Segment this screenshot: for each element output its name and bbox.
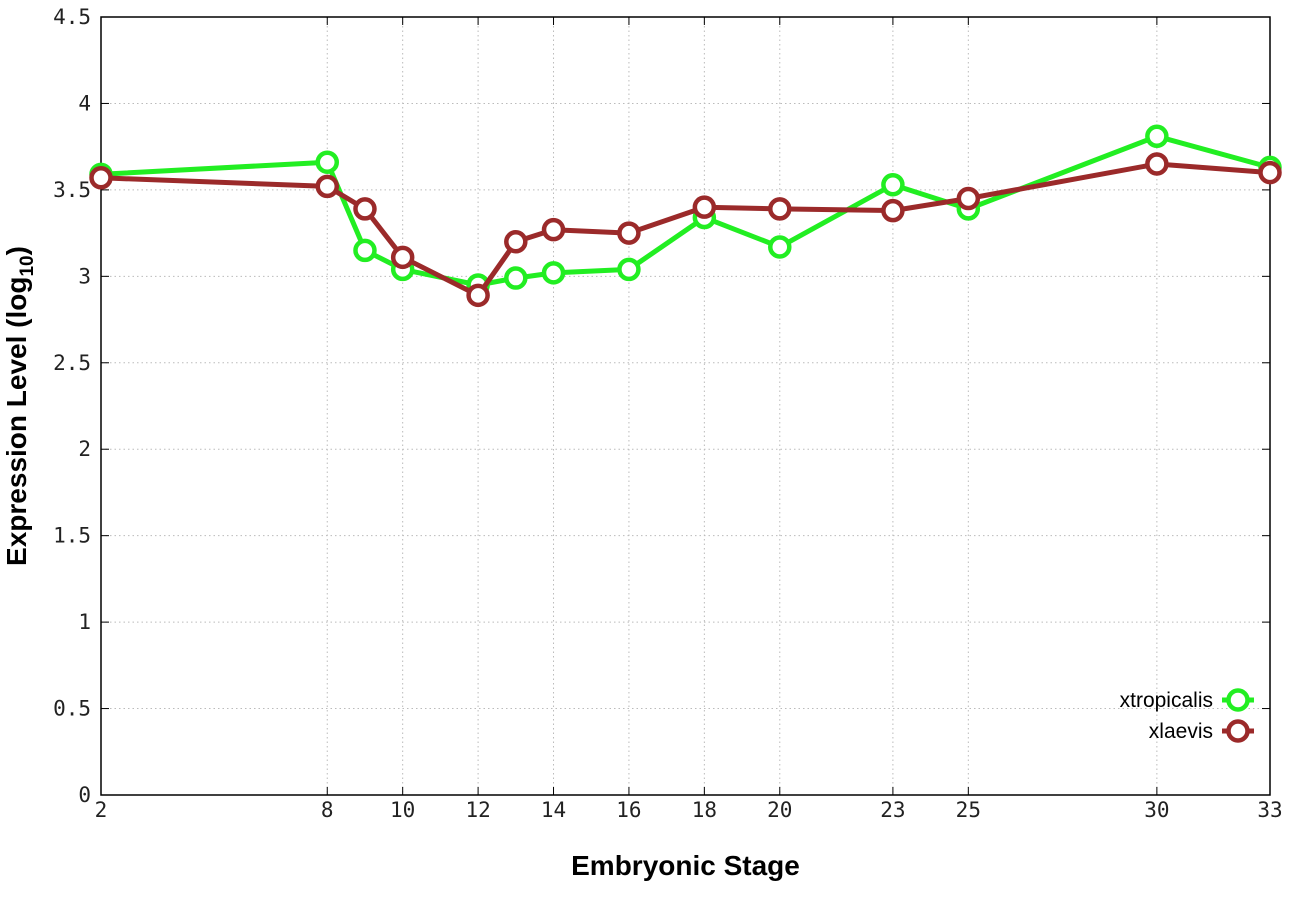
data-point-xlaevis xyxy=(956,186,981,211)
x-tick-label: 8 xyxy=(321,798,334,822)
y-tick-label: 3 xyxy=(78,264,91,288)
y-tick-label: 2 xyxy=(78,437,91,461)
data-point-xlaevis xyxy=(315,174,340,199)
x-tick-label: 14 xyxy=(541,798,566,822)
y-tick-label: 1.5 xyxy=(53,524,91,548)
series-lines xyxy=(89,124,1282,308)
data-point-xlaevis xyxy=(541,217,566,242)
x-tick-label: 12 xyxy=(465,798,490,822)
x-axis-ticks: 2 8 10 12 14 16 18 20 23 25 30 33 xyxy=(95,17,1283,822)
y-tick-label: 3.5 xyxy=(53,178,91,202)
data-point-xtropicalis xyxy=(617,257,641,282)
y-tick-label: 2.5 xyxy=(53,351,91,375)
data-point-xlaevis xyxy=(617,221,641,245)
data-point-xtropicalis xyxy=(315,150,340,174)
data-point-xtropicalis xyxy=(353,238,377,263)
legend-marker-xlaevis xyxy=(1226,719,1250,743)
data-point-xtropicalis xyxy=(768,235,792,259)
data-point-xlaevis xyxy=(353,197,377,221)
legend-label-xtropicalis: xtropicalis xyxy=(1120,689,1213,712)
y-tick-label: 1 xyxy=(78,610,91,634)
data-point-xlaevis xyxy=(89,166,113,190)
x-tick-label: 23 xyxy=(880,798,905,822)
y-tick-label: 4.5 xyxy=(53,5,91,29)
data-point-xlaevis xyxy=(881,198,905,223)
x-tick-label: 16 xyxy=(616,798,641,822)
x-tick-label: 10 xyxy=(390,798,415,822)
data-point-xlaevis xyxy=(1258,160,1282,185)
legend-label-xlaevis: xlaevis xyxy=(1149,720,1213,743)
y-axis-title: Expression Level (log10) xyxy=(1,246,38,566)
legend: xtropicalis xlaevis xyxy=(1120,688,1254,743)
data-point-xlaevis xyxy=(466,283,490,308)
y-tick-label: 0 xyxy=(78,783,91,807)
data-point-xtropicalis xyxy=(504,266,528,290)
data-point-xlaevis xyxy=(390,245,415,270)
x-tick-label: 2 xyxy=(95,798,108,822)
y-axis-title-subscript: 10 xyxy=(17,255,38,276)
y-axis-ticks: 0 0.5 1 1.5 2 2.5 3 3.5 4 4.5 xyxy=(53,5,1270,807)
plot-area-border xyxy=(100,16,1271,796)
data-point-xlaevis xyxy=(1145,152,1169,176)
y-tick-label: 4 xyxy=(78,91,91,115)
data-point-xtropicalis xyxy=(541,261,566,285)
x-tick-label: 18 xyxy=(692,798,717,822)
data-point-xlaevis xyxy=(692,195,717,219)
grid xyxy=(101,17,1270,795)
series-line-xtropicalis xyxy=(100,133,1271,288)
y-axis-title-suffix: ) xyxy=(1,246,32,255)
legend-marker-xtropicalis xyxy=(1226,688,1250,712)
x-tick-label: 25 xyxy=(956,798,981,822)
series-xtropicalis xyxy=(89,124,1282,297)
data-point-xtropicalis xyxy=(1145,124,1169,149)
x-tick-label: 33 xyxy=(1257,798,1282,822)
y-axis-title-main: Expression Level (log xyxy=(1,277,32,566)
x-tick-label: 20 xyxy=(767,798,792,822)
y-tick-label: 0.5 xyxy=(53,697,91,721)
data-point-xlaevis xyxy=(768,197,792,221)
x-axis-title: Embryonic Stage xyxy=(571,850,800,881)
data-point-xtropicalis xyxy=(881,172,905,197)
series-xlaevis xyxy=(89,152,1282,308)
data-point-xlaevis xyxy=(504,230,528,254)
x-tick-label: 30 xyxy=(1144,798,1169,822)
